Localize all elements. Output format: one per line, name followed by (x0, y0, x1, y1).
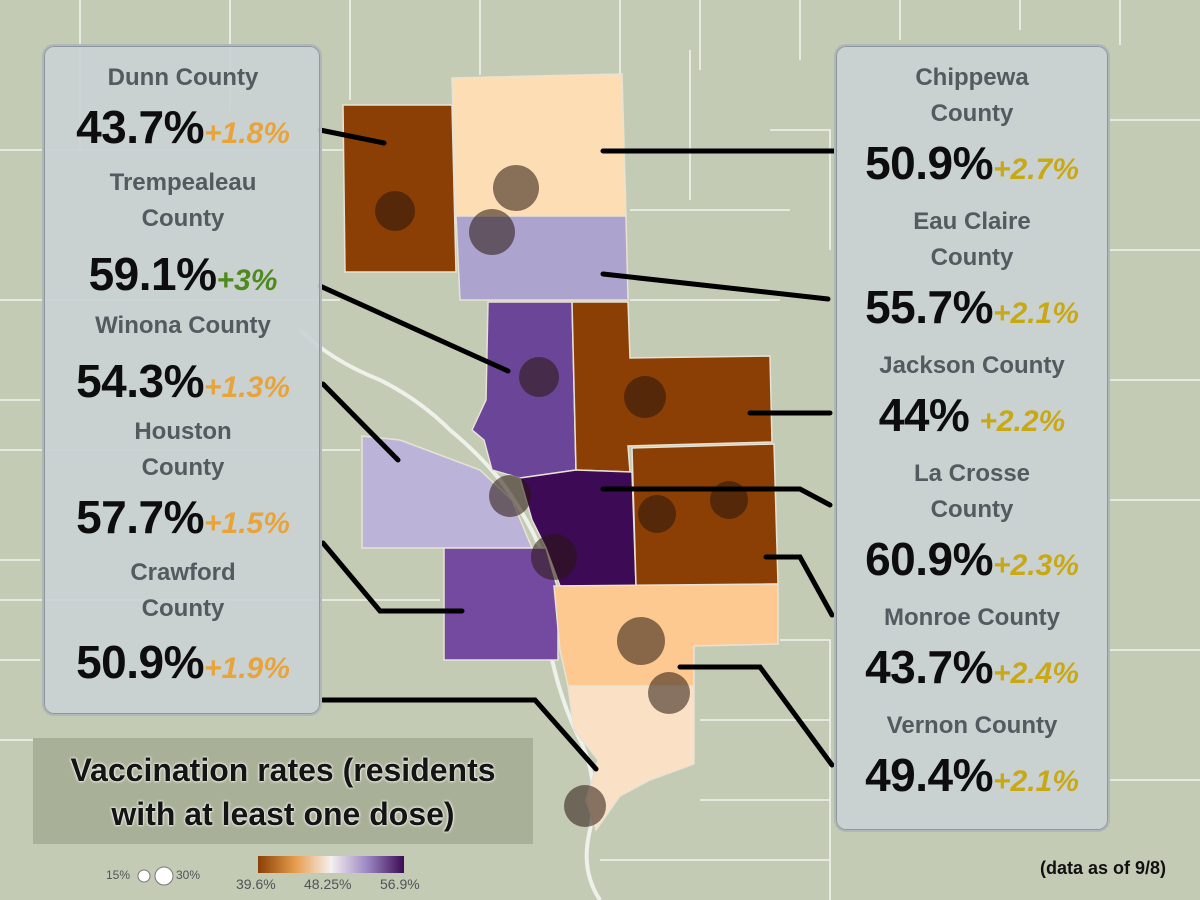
vernon-circle (617, 617, 665, 665)
vaccination-rate: 43.7% (865, 641, 994, 693)
county-name: Trempealeau County (109, 169, 257, 232)
rate-change: +2.3% (993, 549, 1079, 582)
vernon-circle-b (648, 672, 690, 714)
eau-claire-circle (469, 209, 515, 255)
legend-size-max-label: 30% (176, 868, 201, 882)
map-title-box: Vaccination rates (residents with at lea… (33, 738, 533, 844)
county-la-crosse: La Crosse County 60.9%+2.3% (834, 456, 1110, 586)
data-date-note: (data as of 9/8) (1039, 858, 1166, 878)
rate-change: +1.3% (204, 371, 290, 404)
county-shapes (342, 73, 779, 832)
vaccination-rate: 44% (878, 389, 970, 441)
vaccination-rate: 50.9% (76, 636, 205, 688)
vaccination-rate: 54.3% (76, 355, 205, 407)
vaccination-rate: 55.7% (865, 281, 994, 333)
right-info-panel (834, 44, 1110, 832)
county-trempealeau: Trempealeau County 59.1%+3% (42, 165, 324, 301)
trempealeau-circle (519, 357, 559, 397)
county-crawford: Crawford County 50.9%+1.9% (42, 555, 324, 689)
winona-county-shape (361, 435, 534, 549)
legend-color-min-label: 39.6% (236, 876, 276, 892)
rate-change: +2.7% (993, 153, 1079, 186)
rate-change: +1.8% (204, 117, 290, 150)
county-jackson: Jackson County 44% +2.2% (834, 348, 1110, 442)
vaccination-rate: 60.9% (865, 533, 994, 585)
county-name: Crawford County (130, 559, 236, 622)
legend-size-large (154, 866, 174, 886)
county-name: Winona County (95, 312, 271, 339)
county-name: Dunn County (107, 64, 259, 91)
rate-change: +1.5% (204, 507, 290, 540)
crawford-circle (564, 785, 606, 827)
rate-change: +1.9% (204, 652, 290, 685)
legend (137, 856, 404, 886)
vaccination-rate: 59.1% (88, 248, 217, 300)
vaccination-rate: 49.4% (865, 749, 994, 801)
county-name: Monroe County (884, 604, 1060, 631)
jackson-circle (624, 376, 666, 418)
chippewa-county-shape (451, 73, 627, 217)
rate-change: +2.2% (979, 405, 1066, 438)
rate-change: +2.1% (993, 765, 1079, 798)
county-monroe: Monroe County 43.7%+2.4% (834, 600, 1110, 694)
leader-lines (317, 127, 838, 772)
legend-color-max-label: 56.9% (380, 876, 420, 892)
winona-circle (489, 475, 531, 517)
monroe-circle-a (638, 495, 676, 533)
vaccination-rate: 57.7% (76, 491, 205, 543)
county-name: Eau Claire County (913, 208, 1031, 271)
county-name: Houston County (134, 418, 232, 481)
county-vernon: Vernon County 49.4%+2.1% (834, 708, 1110, 802)
legend-color-ramp (258, 856, 404, 873)
county-dunn: Dunn County 43.7%+1.8% (42, 60, 324, 154)
chippewa-circle (493, 165, 539, 211)
vaccination-rate: 43.7% (76, 101, 205, 153)
county-winona: Winona County 54.3%+1.3% (42, 308, 324, 408)
dunn-circle (375, 191, 415, 231)
county-chippewa: Chippewa County 50.9%+2.7% (834, 60, 1110, 190)
county-name: Jackson County (879, 352, 1065, 379)
vernon-county-shape (553, 583, 779, 687)
county-houston: Houston County 57.7%+1.5% (42, 414, 324, 544)
dunn-county-shape (342, 104, 457, 273)
rate-change: +2.4% (993, 657, 1079, 690)
vaccination-rate: 50.9% (865, 137, 994, 189)
map-title: Vaccination rates (residents with at lea… (70, 752, 496, 832)
left-info-panel (42, 44, 322, 716)
county-name: La Crosse County (913, 460, 1031, 523)
legend-color-mid-label: 48.25% (304, 876, 352, 892)
legend-size-small (137, 869, 151, 883)
county-eau-claire: Eau Claire County 55.7%+2.1% (834, 204, 1110, 334)
county-name: Chippewa County (915, 64, 1029, 127)
rate-change: +3% (216, 264, 278, 297)
la-crosse-circle (531, 534, 577, 580)
county-name: Vernon County (886, 712, 1058, 739)
size-circles (375, 165, 748, 827)
legend-size-min-label: 15% (106, 868, 131, 882)
rate-change: +2.1% (993, 297, 1079, 330)
